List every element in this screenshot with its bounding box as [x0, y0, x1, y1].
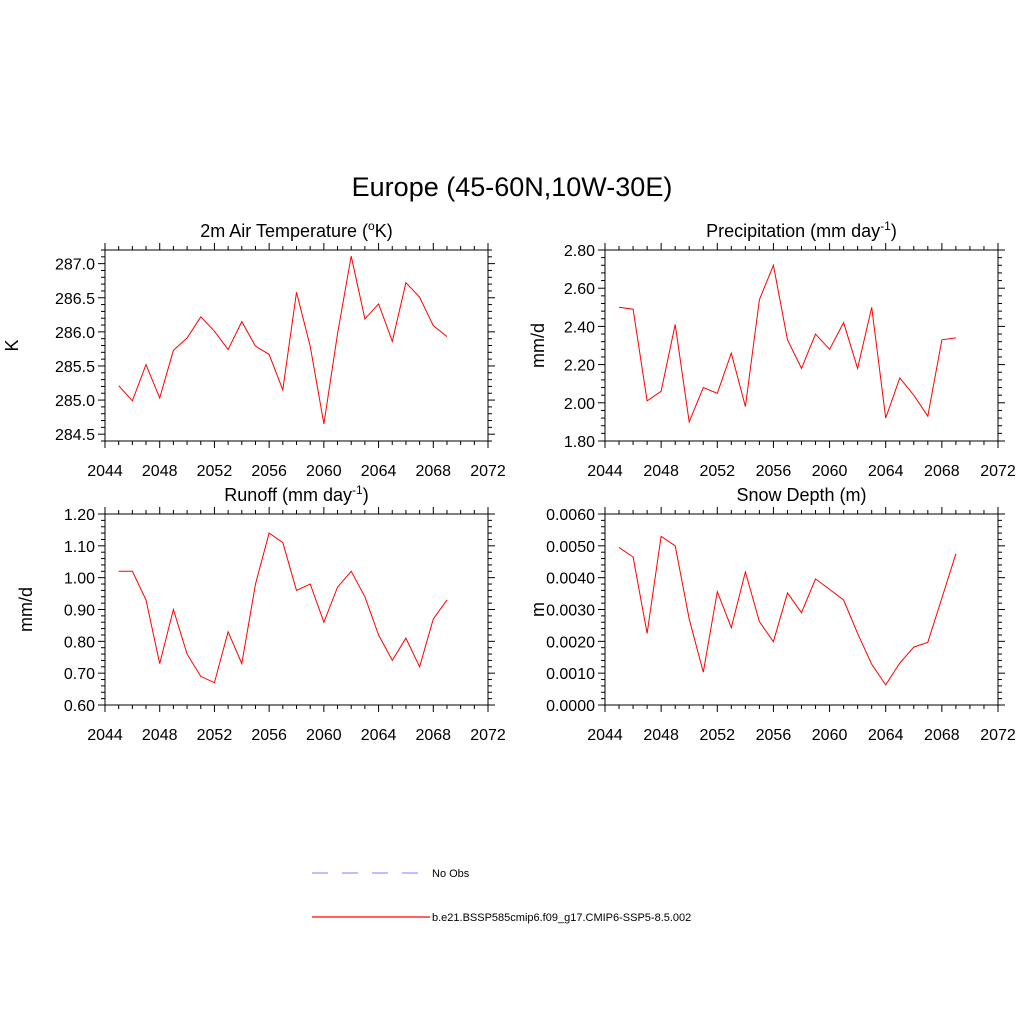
snow-depth-ytick-label: 0.0040: [546, 571, 595, 588]
snow-depth-xtick-label: 2072: [980, 727, 1016, 744]
precipitation-xtick-label: 2056: [756, 463, 792, 480]
temperature-ytick-label: 286.5: [55, 291, 95, 308]
runoff-series-line: [118, 532, 448, 684]
precipitation-xtick-label: 2048: [643, 463, 679, 480]
precipitation-xtick-label: 2068: [924, 463, 960, 480]
temperature-xtick-label: 2064: [361, 463, 397, 480]
precipitation-xtick-label: 2060: [812, 463, 848, 480]
temperature-series-line: [118, 255, 448, 424]
runoff-xtick-label: 2060: [306, 727, 342, 744]
legend-label-model-run: b.e21.BSSP585cmip6.f09_g17.CMIP6-SSP5-8.…: [432, 912, 691, 924]
precipitation-xtick-label: 2072: [980, 463, 1016, 480]
snow-depth-xtick-label: 2056: [756, 727, 792, 744]
legend-label-no-obs: No Obs: [432, 868, 470, 880]
snow-depth-y-axis-label: m: [528, 602, 548, 617]
runoff-ytick-label: 0.80: [64, 634, 95, 651]
precipitation-ytick-label: 2.80: [564, 243, 595, 260]
snow-depth-ytick-label: 0.0060: [546, 507, 595, 524]
snow-depth-xtick-label: 2052: [699, 727, 735, 744]
snow-depth-panel-title: Snow Depth (m): [736, 485, 866, 505]
snow-depth-xtick-label: 2068: [924, 727, 960, 744]
runoff-xtick-label: 2064: [361, 727, 397, 744]
runoff-panel-title: Runoff (mm day-1): [224, 483, 368, 505]
temperature-ytick-label: 287.0: [55, 257, 95, 274]
panel-snow-depth: 2044 2048 2052 2056 2060 2064 2068 2072 0.0000 0.…: [528, 485, 1016, 744]
precipitation-xtick-label: 2052: [699, 463, 735, 480]
precipitation-ytick-label: 2.00: [564, 396, 595, 413]
snow-depth-ytick-label: 0.0010: [546, 666, 595, 683]
temperature-panel-title: 2m Air Temperature (oK): [200, 219, 392, 241]
panel-runoff: 2044 2048 2052 2056 2060 2064 2068 2072 0.60 0.70…: [16, 483, 506, 744]
temperature-ytick-label: 286.0: [55, 325, 95, 342]
temperature-xtick-label: 2072: [470, 463, 506, 480]
temperature-xtick-label: 2056: [251, 463, 287, 480]
temperature-xtick-label: 2052: [197, 463, 233, 480]
temperature-xtick-label: 2060: [306, 463, 342, 480]
snow-depth-xtick-label: 2048: [643, 727, 679, 744]
temperature-ytick-label: 284.5: [55, 427, 95, 444]
runoff-ytick-label: 1.10: [64, 539, 95, 556]
snow-depth-ytick-label: 0.0000: [546, 698, 595, 715]
runoff-ytick-label: 1.20: [64, 507, 95, 524]
snow-depth-ytick-label: 0.0050: [546, 539, 595, 556]
panel-precipitation: 2044 2048 2052 2056 2060 2064 2068 2072 1.80 2.00…: [528, 219, 1016, 480]
precipitation-ytick-label: 2.60: [564, 281, 595, 298]
runoff-xtick-label: 2056: [251, 727, 287, 744]
temperature-ytick-label: 285.5: [55, 359, 95, 376]
runoff-ytick-label: 0.90: [64, 603, 95, 620]
panels-group: 2044 2048 2052 2056 2060 2064 2068 2072 284.5 285…: [2, 219, 1016, 744]
snow-depth-ytick-label: 0.0030: [546, 603, 595, 620]
precipitation-panel-title: Precipitation (mm day-1): [706, 219, 897, 241]
snow-depth-xtick-label: 2060: [812, 727, 848, 744]
runoff-xtick-label: 2044: [87, 727, 123, 744]
temperature-xtick-label: 2044: [87, 463, 123, 480]
snow-depth-ytick-label: 0.0020: [546, 634, 595, 651]
snow-depth-series-line: [618, 535, 957, 686]
temperature-xtick-label: 2068: [415, 463, 451, 480]
runoff-y-axis-label: mm/d: [16, 587, 36, 632]
precipitation-xtick-label: 2044: [587, 463, 623, 480]
temperature-y-axis-label: K: [2, 339, 22, 351]
precipitation-ytick-label: 1.80: [564, 434, 595, 451]
snow-depth-xtick-label: 2044: [587, 727, 623, 744]
snow-depth-xtick-label: 2064: [868, 727, 904, 744]
temperature-ytick-label: 285.0: [55, 393, 95, 410]
runoff-xtick-label: 2048: [142, 727, 178, 744]
panel-temperature: 2044 2048 2052 2056 2060 2064 2068 2072 284.5 285…: [2, 219, 506, 480]
precipitation-xtick-label: 2064: [868, 463, 904, 480]
figure-title: Europe (45-60N,10W-30E): [352, 172, 673, 202]
runoff-xtick-label: 2072: [470, 727, 506, 744]
temperature-xtick-label: 2048: [142, 463, 178, 480]
precipitation-ytick-label: 2.40: [564, 319, 595, 336]
legend: No Obs b.e21.BSSP585cmip6.f09_g17.CMIP6-…: [312, 868, 691, 924]
runoff-ytick-label: 0.70: [64, 666, 95, 683]
runoff-xtick-label: 2068: [415, 727, 451, 744]
runoff-xtick-label: 2052: [197, 727, 233, 744]
precipitation-ytick-label: 2.20: [564, 358, 595, 375]
precipitation-y-axis-label: mm/d: [528, 323, 548, 368]
precipitation-series-line: [618, 263, 956, 424]
runoff-ytick-label: 1.00: [64, 571, 95, 588]
runoff-ytick-label: 0.60: [64, 698, 95, 715]
